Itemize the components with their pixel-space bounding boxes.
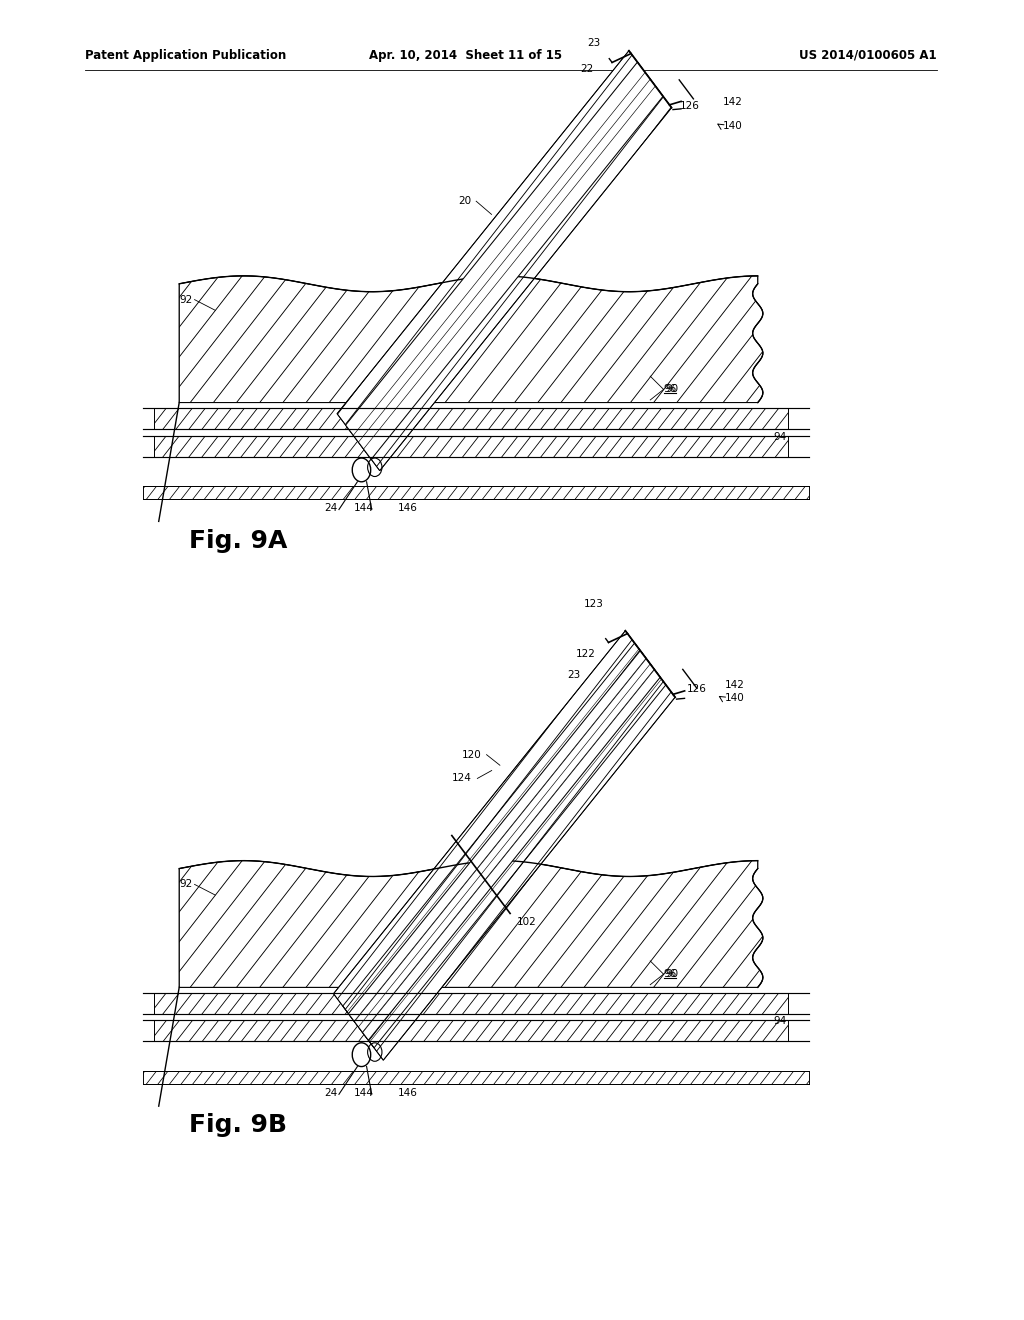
Text: 126: 126 bbox=[680, 102, 699, 111]
Polygon shape bbox=[143, 486, 809, 499]
Text: 142: 142 bbox=[725, 680, 744, 690]
Text: 90: 90 bbox=[666, 969, 679, 979]
Polygon shape bbox=[154, 436, 788, 457]
Polygon shape bbox=[334, 631, 675, 1060]
Text: 122: 122 bbox=[575, 649, 595, 660]
Text: 20: 20 bbox=[458, 197, 471, 206]
Text: 23: 23 bbox=[567, 671, 581, 681]
Text: 24: 24 bbox=[325, 1088, 337, 1098]
Text: 126: 126 bbox=[686, 684, 707, 694]
Polygon shape bbox=[154, 408, 788, 429]
Text: 23: 23 bbox=[588, 38, 601, 48]
Text: 24: 24 bbox=[325, 503, 337, 513]
Text: 146: 146 bbox=[397, 503, 418, 513]
Text: 94: 94 bbox=[773, 1016, 786, 1027]
Text: Fig. 9B: Fig. 9B bbox=[189, 1113, 288, 1137]
Text: Patent Application Publication: Patent Application Publication bbox=[85, 49, 287, 62]
Text: 92: 92 bbox=[179, 879, 193, 890]
Polygon shape bbox=[154, 993, 788, 1014]
Polygon shape bbox=[348, 651, 660, 1040]
Polygon shape bbox=[179, 276, 763, 403]
Text: US 2014/0100605 A1: US 2014/0100605 A1 bbox=[800, 49, 937, 62]
Polygon shape bbox=[179, 861, 763, 987]
Polygon shape bbox=[154, 1020, 788, 1041]
Text: 144: 144 bbox=[353, 503, 374, 513]
Text: 146: 146 bbox=[397, 1088, 418, 1098]
Text: 102: 102 bbox=[516, 917, 537, 927]
Text: 142: 142 bbox=[723, 98, 743, 107]
Text: 140: 140 bbox=[725, 693, 744, 704]
Text: 92: 92 bbox=[179, 294, 193, 305]
Text: 96: 96 bbox=[664, 384, 677, 395]
Text: 94: 94 bbox=[773, 432, 786, 442]
Polygon shape bbox=[337, 50, 672, 471]
Text: Apr. 10, 2014  Sheet 11 of 15: Apr. 10, 2014 Sheet 11 of 15 bbox=[370, 49, 562, 62]
Polygon shape bbox=[143, 1071, 809, 1084]
Polygon shape bbox=[346, 62, 663, 459]
Text: 124: 124 bbox=[452, 774, 471, 784]
Text: 144: 144 bbox=[353, 1088, 374, 1098]
Text: 120: 120 bbox=[462, 750, 481, 760]
Text: 96: 96 bbox=[664, 969, 677, 979]
Text: 90: 90 bbox=[666, 384, 679, 395]
Text: 22: 22 bbox=[581, 65, 594, 74]
Text: 123: 123 bbox=[584, 599, 603, 610]
Text: Fig. 9A: Fig. 9A bbox=[189, 529, 288, 553]
Text: 140: 140 bbox=[723, 121, 742, 131]
